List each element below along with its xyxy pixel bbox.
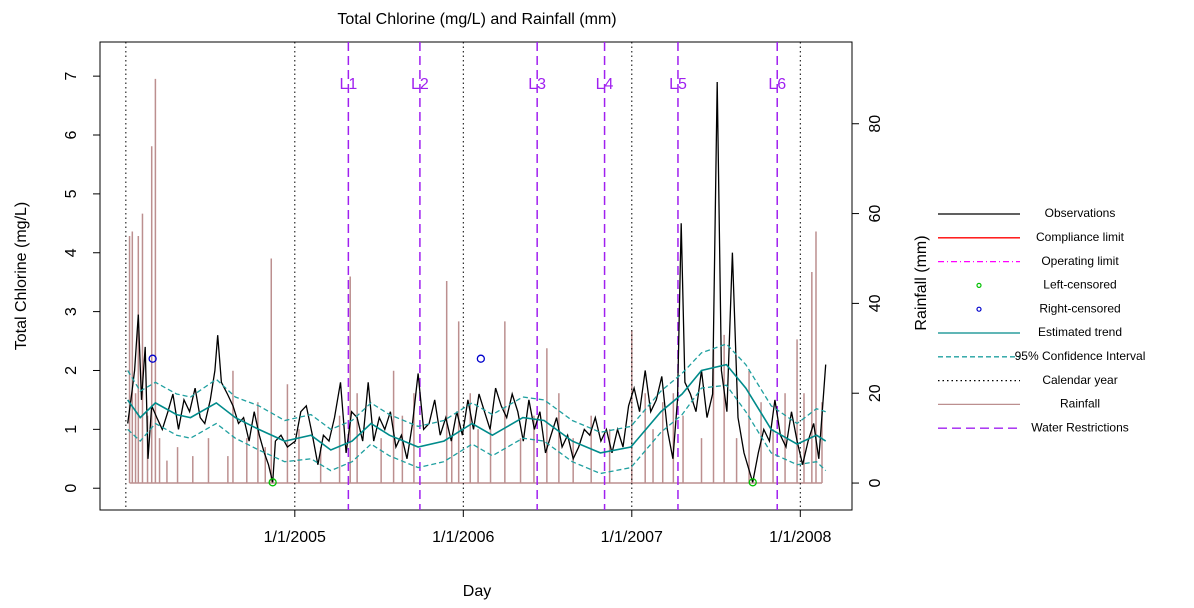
y2-tick-label: 80 xyxy=(867,115,884,133)
y2-tick-label: 0 xyxy=(867,479,884,488)
legend-label: Compliance limit xyxy=(1036,230,1125,244)
legend-label: Estimated trend xyxy=(1038,325,1122,339)
legend-label: Operating limit xyxy=(1041,254,1119,268)
censored-point xyxy=(748,478,757,487)
legend-label: Observations xyxy=(1045,206,1116,220)
chart-title: Total Chlorine (mg/L) and Rainfall (mm) xyxy=(337,11,616,28)
y-tick-label: 7 xyxy=(63,72,80,81)
x-axis-label: Day xyxy=(463,583,491,600)
censored-point xyxy=(268,478,277,487)
y-tick-label: 5 xyxy=(63,189,80,198)
y2-tick-label: 20 xyxy=(867,384,884,402)
trend-line xyxy=(127,363,827,454)
censored-point xyxy=(476,354,485,363)
x-tick-label: 1/1/2007 xyxy=(601,529,663,546)
legend-label: Rainfall xyxy=(1060,397,1100,411)
legend-symbol xyxy=(976,282,982,288)
restriction-label: L1 xyxy=(339,76,357,93)
y-tick-label: 2 xyxy=(63,366,80,375)
restriction-label: L4 xyxy=(596,76,614,93)
y-tick-label: 1 xyxy=(63,425,80,434)
restriction-label: L2 xyxy=(411,76,429,93)
observation-line xyxy=(127,81,827,483)
y-tick-label: 0 xyxy=(63,484,80,493)
restriction-label: L5 xyxy=(669,76,687,93)
legend-label: Left-censored xyxy=(1043,278,1116,292)
ci-upper xyxy=(127,343,826,433)
y-tick-label: 6 xyxy=(63,130,80,139)
restriction-label: L3 xyxy=(528,76,546,93)
legend-label: Water Restrictions xyxy=(1031,420,1129,434)
y2-tick-label: 60 xyxy=(867,205,884,223)
ci-lower xyxy=(127,384,827,475)
y-axis-label: Total Chlorine (mg/L) xyxy=(13,202,30,351)
y2-axis-label: Rainfall (mm) xyxy=(913,235,930,330)
plot-frame xyxy=(99,41,853,511)
censored-point xyxy=(148,354,157,363)
x-tick-label: 1/1/2008 xyxy=(769,529,831,546)
x-tick-label: 1/1/2006 xyxy=(432,529,494,546)
legend-label: Right-censored xyxy=(1039,301,1120,315)
legend-symbol xyxy=(976,306,982,312)
y-tick-label: 4 xyxy=(63,248,80,257)
y2-tick-label: 40 xyxy=(867,294,884,312)
x-tick-label: 1/1/2005 xyxy=(264,529,326,546)
legend-label: 95% Confidence Interval xyxy=(1015,349,1146,363)
legend-label: Calendar year xyxy=(1042,373,1117,387)
y-tick-label: 3 xyxy=(63,307,80,316)
restriction-label: L6 xyxy=(768,76,786,93)
